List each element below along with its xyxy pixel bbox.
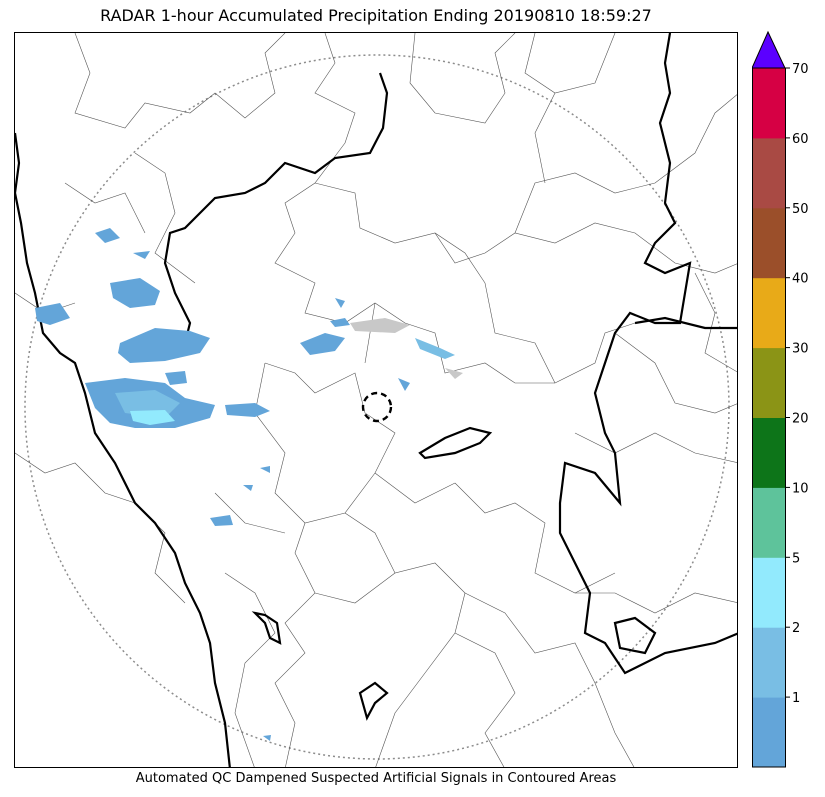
precip-cell — [110, 278, 160, 308]
colorbar-tick-label: 60 — [792, 132, 809, 147]
colorbar-tick-label: 2 — [792, 621, 800, 636]
precipitation-colorbar: 1 2 5 10 20 30 40 50 60 70 — [752, 30, 809, 768]
colorbar-band — [752, 417, 786, 488]
precip-cell — [165, 371, 187, 385]
precip-cell — [95, 228, 120, 243]
colorbar-band — [752, 487, 786, 558]
colorbar-extend-triangle — [752, 30, 786, 69]
colorbar-tick-label: 70 — [792, 62, 809, 77]
colorbar-band — [752, 697, 786, 768]
colorbar-tick-label: 10 — [792, 481, 809, 496]
precip-cell — [335, 298, 345, 308]
precip-cell — [398, 378, 410, 391]
colorbar-tick-label: 50 — [792, 202, 809, 217]
precip-cell — [133, 251, 150, 259]
colorbar-band — [752, 137, 786, 209]
colorbar-tick-label: 5 — [792, 551, 800, 566]
precip-cell — [130, 410, 175, 425]
map-caption: Automated QC Dampened Suspected Artifici… — [135, 771, 617, 786]
precip-cell — [210, 515, 233, 526]
precip-cell — [225, 403, 270, 417]
colorbar-band — [752, 277, 786, 349]
colorbar-tick-label: 1 — [792, 691, 800, 706]
precip-cell — [260, 466, 270, 473]
state-boundaries — [15, 33, 737, 767]
colorbar-band — [752, 207, 786, 279]
precip-cell — [118, 328, 210, 363]
colorbar-band — [752, 627, 786, 698]
radar-site-marker — [361, 391, 393, 423]
district-boundaries — [15, 33, 737, 767]
precip-cell — [300, 333, 345, 355]
precip-cell — [445, 368, 463, 379]
precip-cell — [35, 303, 70, 325]
precip-cell — [263, 735, 271, 741]
colorbar-tick-label: 20 — [792, 412, 809, 427]
precip-cell — [415, 338, 455, 359]
colorbar-band — [752, 557, 786, 628]
radar-map — [14, 32, 738, 768]
colorbar-tick-label: 40 — [792, 272, 809, 287]
precipitation-echoes — [35, 228, 463, 741]
precip-cell — [350, 318, 410, 333]
colorbar-band — [752, 68, 786, 139]
map-title: RADAR 1-hour Accumulated Precipitation E… — [100, 6, 652, 25]
colorbar-tick-label: 30 — [792, 342, 809, 357]
colorbar-band — [752, 347, 786, 418]
precip-cell — [330, 318, 350, 327]
precip-cell — [243, 485, 253, 491]
